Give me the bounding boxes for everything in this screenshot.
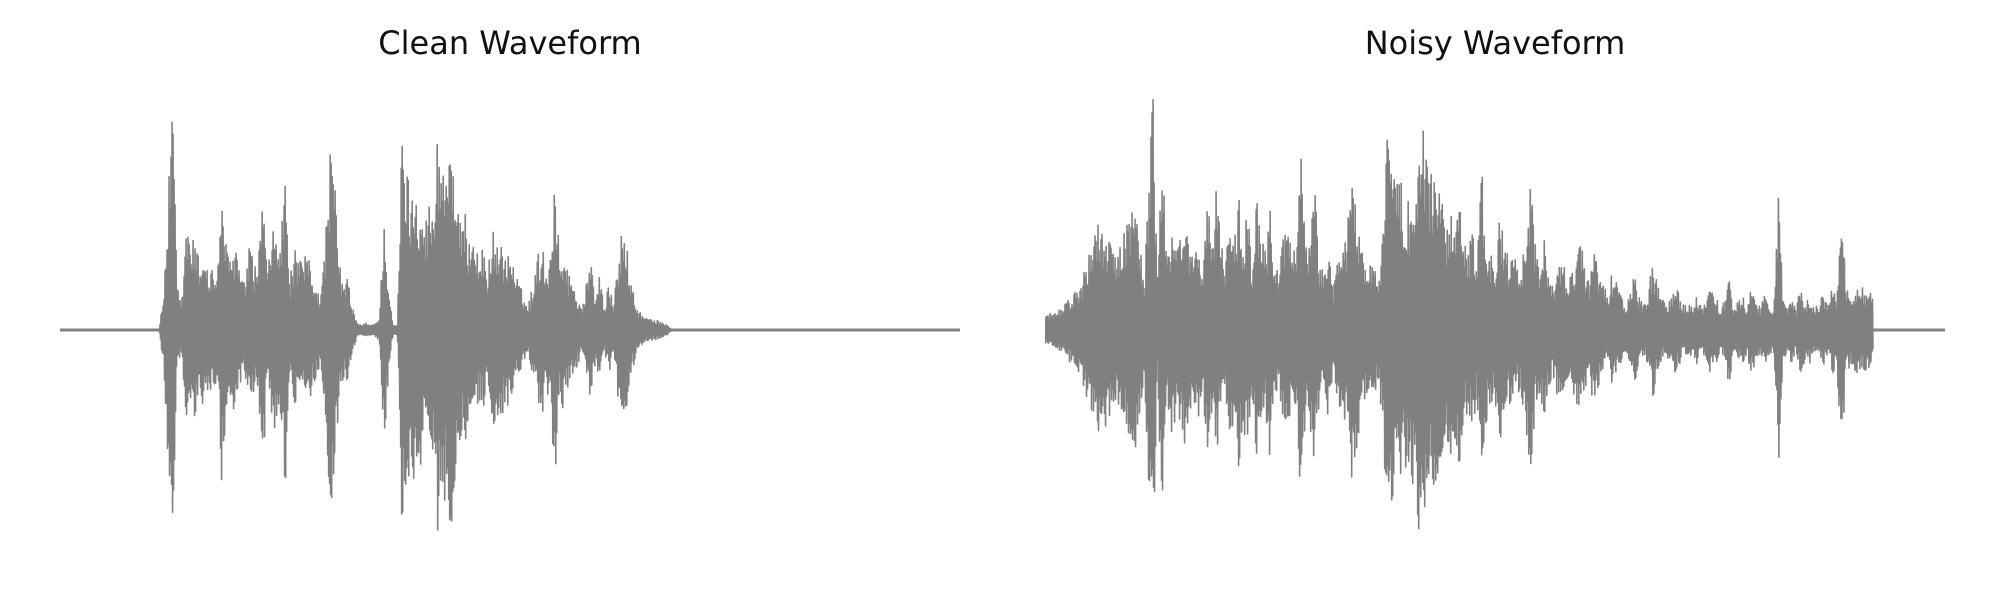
waveform-line <box>1045 98 1874 530</box>
chart-title: Noisy Waveform <box>1364 24 1626 62</box>
chart-title: Clean Waveform <box>378 24 642 62</box>
noisy-waveform-panel: Noisy Waveform <box>1045 0 1945 600</box>
noisy-waveform-plot <box>1045 98 1945 530</box>
clean-waveform-plot <box>60 121 960 531</box>
clean-waveform-panel: Clean Waveform <box>60 0 960 600</box>
waveform-line <box>60 121 960 531</box>
